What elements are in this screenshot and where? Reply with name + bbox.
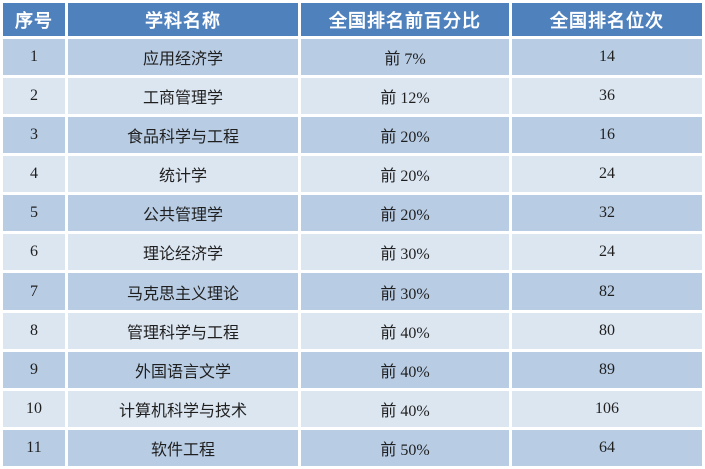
table-row: 9 外国语言文学 前 40% 89 — [3, 351, 702, 388]
cell-subject: 食品科学与工程 — [68, 117, 298, 154]
cell-percentile: 前 7% — [301, 39, 509, 76]
table-row: 2 工商管理学 前 12% 36 — [3, 78, 702, 115]
cell-rank: 32 — [512, 195, 702, 232]
cell-subject: 马克思主义理论 — [68, 273, 298, 310]
cell-percentile: 前 50% — [301, 429, 509, 466]
cell-rank: 24 — [512, 156, 702, 193]
cell-rank: 14 — [512, 39, 702, 76]
cell-percentile: 前 20% — [301, 195, 509, 232]
cell-rank: 24 — [512, 234, 702, 271]
table-row: 7 马克思主义理论 前 30% 82 — [3, 273, 702, 310]
cell-subject: 管理科学与工程 — [68, 312, 298, 349]
cell-subject: 外国语言文学 — [68, 351, 298, 388]
cell-percentile: 前 20% — [301, 156, 509, 193]
cell-percentile: 前 12% — [301, 78, 509, 115]
table-row: 4 统计学 前 20% 24 — [3, 156, 702, 193]
cell-percentile: 前 30% — [301, 234, 509, 271]
cell-rank: 64 — [512, 429, 702, 466]
cell-percentile: 前 40% — [301, 312, 509, 349]
cell-rank: 36 — [512, 78, 702, 115]
table-row: 10 计算机科学与技术 前 40% 106 — [3, 390, 702, 427]
cell-rank: 89 — [512, 351, 702, 388]
cell-rank: 82 — [512, 273, 702, 310]
cell-index: 9 — [3, 351, 65, 388]
cell-rank: 16 — [512, 117, 702, 154]
cell-index: 3 — [3, 117, 65, 154]
column-header-percentile: 全国排名前百分比 — [301, 3, 509, 36]
table-row: 8 管理科学与工程 前 40% 80 — [3, 312, 702, 349]
cell-subject: 公共管理学 — [68, 195, 298, 232]
cell-index: 11 — [3, 429, 65, 466]
cell-subject: 理论经济学 — [68, 234, 298, 271]
table-row: 11 软件工程 前 50% 64 — [3, 429, 702, 466]
table-header-row: 序号 学科名称 全国排名前百分比 全国排名位次 — [3, 3, 702, 36]
cell-index: 8 — [3, 312, 65, 349]
cell-subject: 应用经济学 — [68, 39, 298, 76]
column-header-rank: 全国排名位次 — [512, 3, 702, 36]
column-header-subject: 学科名称 — [68, 3, 298, 36]
cell-index: 7 — [3, 273, 65, 310]
cell-index: 6 — [3, 234, 65, 271]
cell-percentile: 前 20% — [301, 117, 509, 154]
cell-index: 4 — [3, 156, 65, 193]
cell-rank: 106 — [512, 390, 702, 427]
table-row: 6 理论经济学 前 30% 24 — [3, 234, 702, 271]
cell-percentile: 前 40% — [301, 351, 509, 388]
cell-percentile: 前 40% — [301, 390, 509, 427]
table-row: 5 公共管理学 前 20% 32 — [3, 195, 702, 232]
cell-index: 1 — [3, 39, 65, 76]
cell-subject: 软件工程 — [68, 429, 298, 466]
cell-subject: 统计学 — [68, 156, 298, 193]
cell-subject: 工商管理学 — [68, 78, 298, 115]
cell-index: 10 — [3, 390, 65, 427]
cell-rank: 80 — [512, 312, 702, 349]
table-row: 1 应用经济学 前 7% 14 — [3, 39, 702, 76]
cell-index: 2 — [3, 78, 65, 115]
cell-percentile: 前 30% — [301, 273, 509, 310]
table-row: 3 食品科学与工程 前 20% 16 — [3, 117, 702, 154]
cell-index: 5 — [3, 195, 65, 232]
cell-subject: 计算机科学与技术 — [68, 390, 298, 427]
column-header-index: 序号 — [3, 3, 65, 36]
